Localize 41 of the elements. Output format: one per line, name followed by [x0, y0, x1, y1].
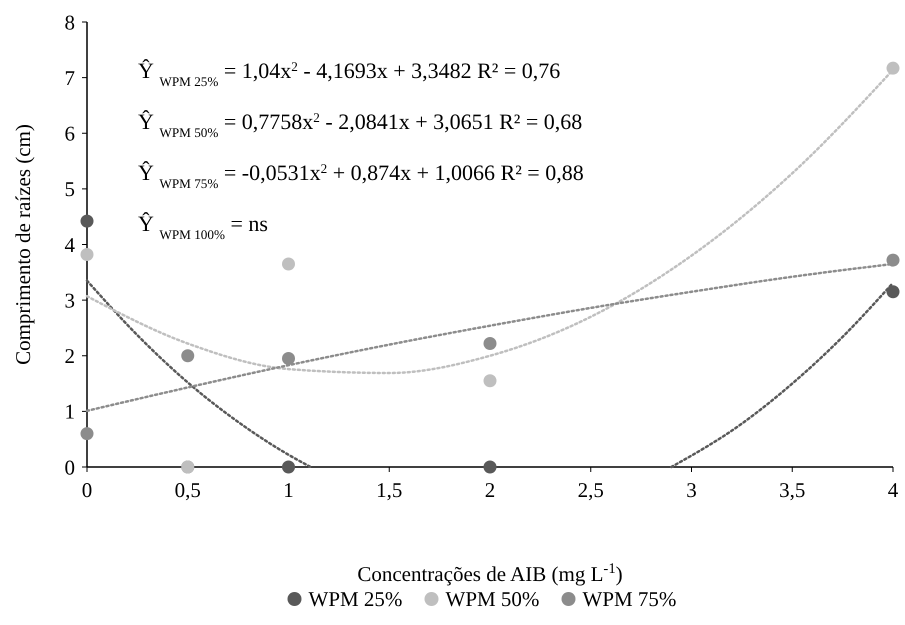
x-tick-label: 2 [484, 478, 496, 502]
legend-label: WPM 25% [308, 587, 402, 611]
x-tick-label: 0,5 [174, 478, 201, 502]
point [80, 214, 94, 228]
annotation: Ŷ $_{WPM 100%}$ = ns [138, 211, 268, 242]
annotation: Ŷ $_{WPM 50%}$ = 0,7758x$^{2}$ - 2,0841x + 3,0651 R² = 0,68 [138, 109, 582, 140]
point [484, 460, 496, 474]
annotation: Ŷ $_{WPM 75%}$ = -0,0531x$^{2}$ + 0,874x + 1,0066 R² = 0,88 [138, 160, 584, 190]
point [484, 374, 496, 388]
point [181, 349, 194, 362]
point [80, 427, 94, 440]
line-series [86, 279, 312, 468]
y-tick-label: 7 [64, 66, 75, 90]
y-tick-label: 4 [64, 232, 76, 257]
x-tick-label: 4 [888, 478, 899, 502]
legend-label: WPM 75% [582, 587, 676, 611]
x-tick-label: 2,5 [578, 478, 604, 502]
point [282, 460, 295, 474]
x-tick-label: 0 [82, 478, 92, 502]
y-tick-label: 8 [64, 10, 75, 34]
point [282, 352, 295, 366]
y-tick-label: 3 [64, 288, 75, 312]
point [886, 285, 900, 298]
x-tick-label: 3 [686, 478, 697, 502]
y-tick-label: 6 [64, 122, 75, 146]
y-tick-label: 1 [64, 400, 75, 424]
point [282, 257, 295, 270]
legend-label: WPM 50% [446, 587, 540, 611]
y-tick-label: 0 [64, 455, 75, 480]
y-axis-title: Comprimento de raízes (cm) [11, 124, 35, 365]
point [484, 337, 496, 350]
point [886, 254, 900, 267]
x-tick-label: 3,5 [779, 478, 806, 502]
x-axis-title: Concentrações de AIB (mg L$^{-1}$) [357, 561, 623, 586]
point [886, 62, 900, 75]
y-tick-label: 2 [64, 344, 75, 368]
y-tick-label: 5 [64, 177, 75, 202]
point [80, 248, 94, 262]
annotation: Ŷ $_{WPM 25%}$ = 1,04x$^{2}$ - 4,1693x + 3,3482 R² = 0,76 [138, 58, 560, 88]
x-tick-label: 1,5 [376, 478, 402, 502]
x-tick-label: 1 [283, 478, 294, 502]
